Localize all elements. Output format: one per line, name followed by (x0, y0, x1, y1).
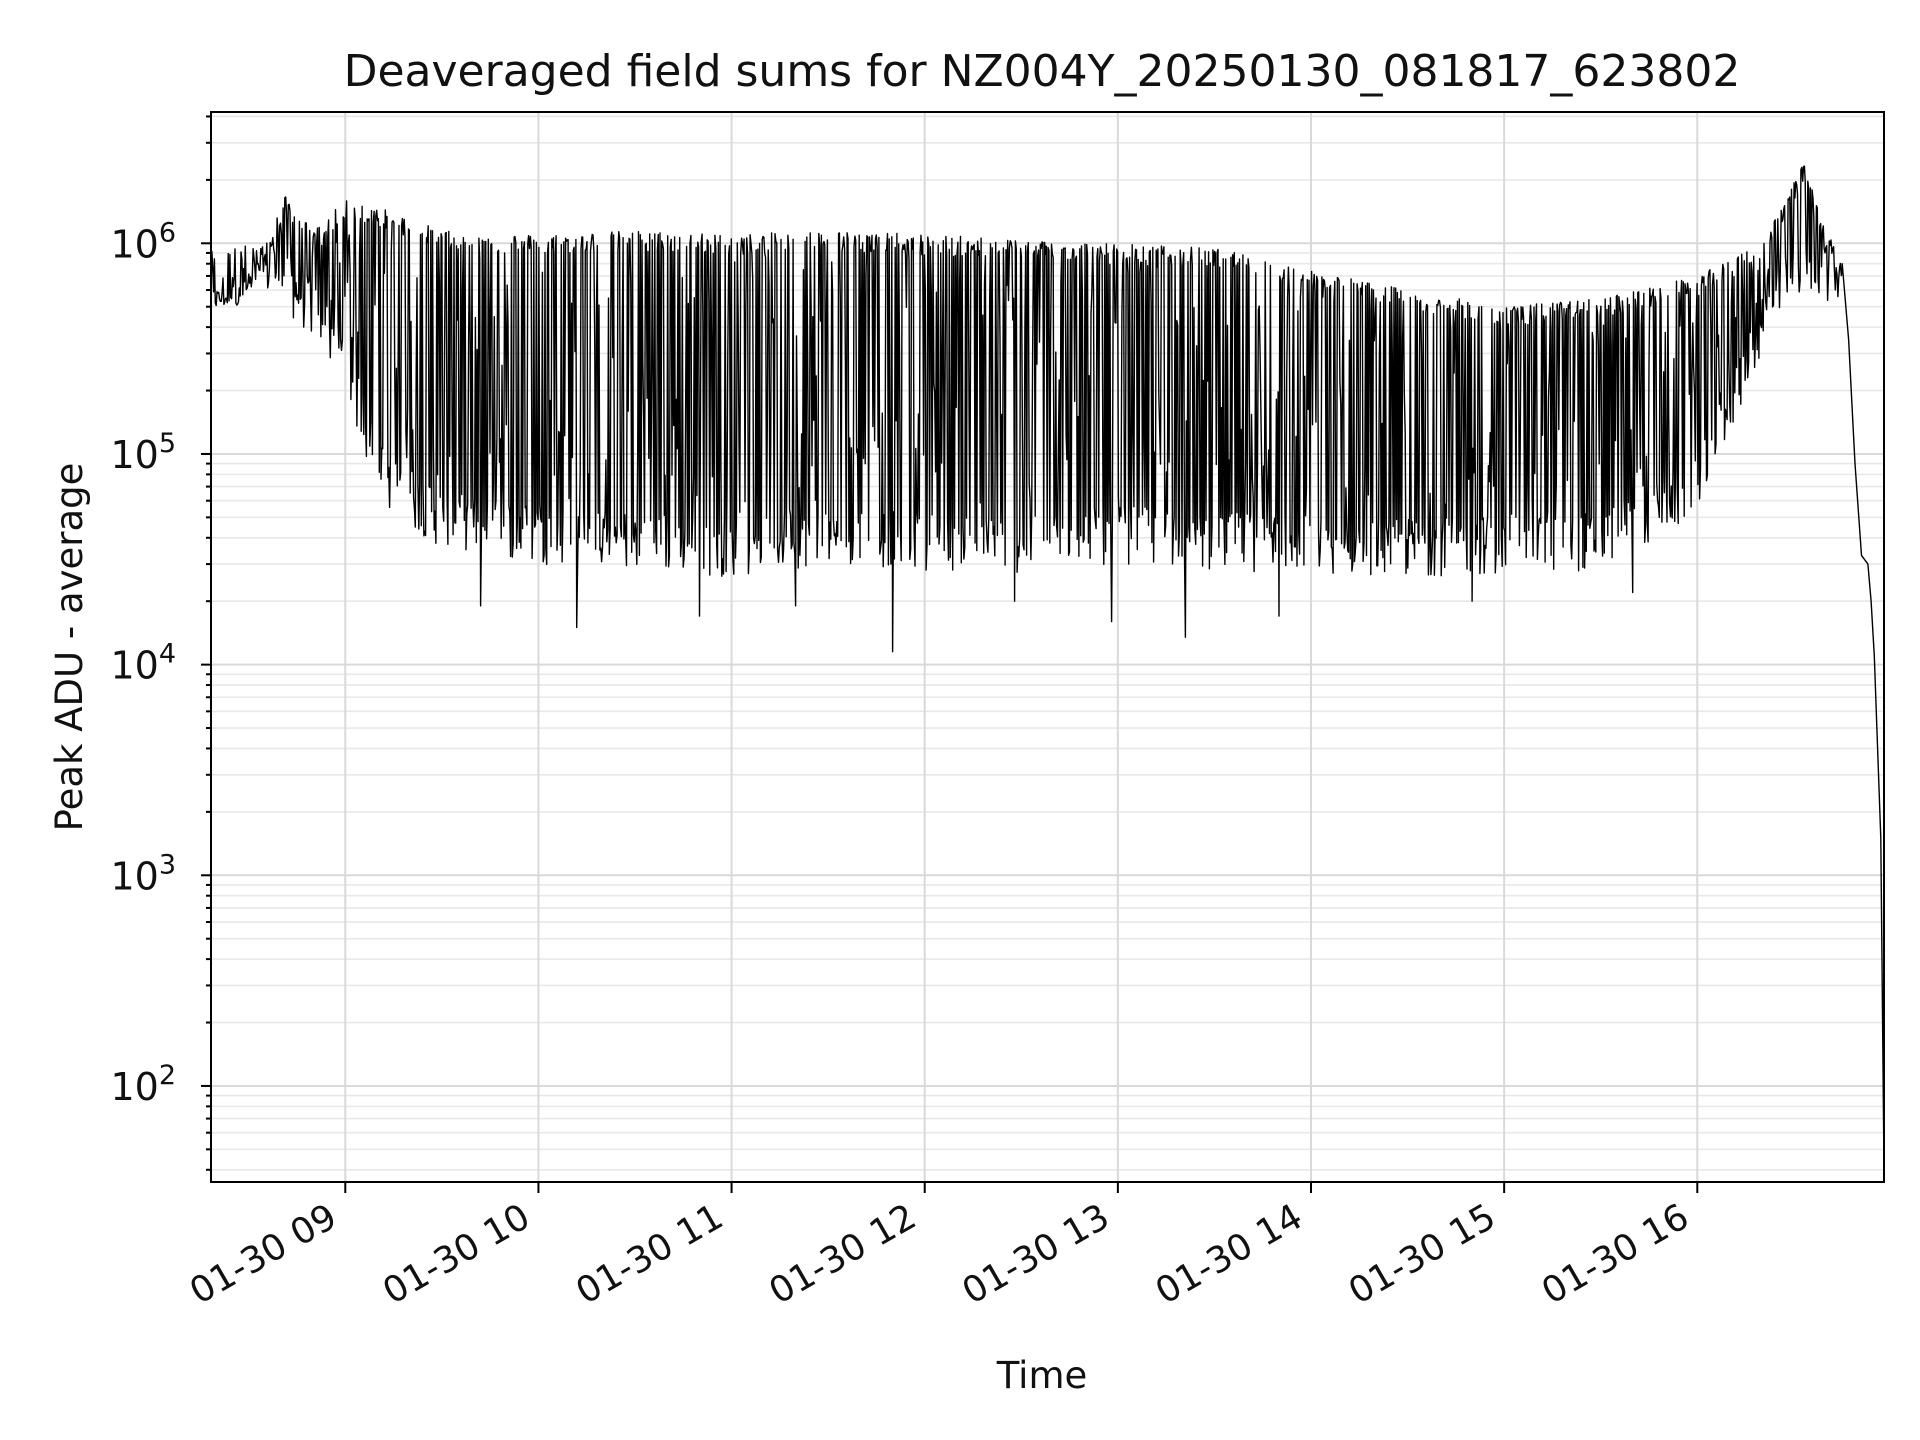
y-tick-label: 104 (110, 639, 176, 688)
chart-title: Deaveraged field sums for NZ004Y_2025013… (344, 46, 1741, 97)
x-axis-label: Time (996, 1354, 1088, 1397)
series-layer (210, 165, 1885, 1170)
y-tick-label: 106 (110, 217, 176, 266)
y-tick-label: 102 (110, 1060, 176, 1109)
y-axis-label: Peak ADU - average (48, 463, 91, 832)
plot-frame (210, 111, 1885, 1183)
y-tick-label: 105 (110, 428, 176, 477)
y-tick-label: 103 (110, 849, 176, 898)
y-axis: 102 103 104 105 106 (110, 115, 211, 1171)
series-line (210, 165, 1885, 1170)
